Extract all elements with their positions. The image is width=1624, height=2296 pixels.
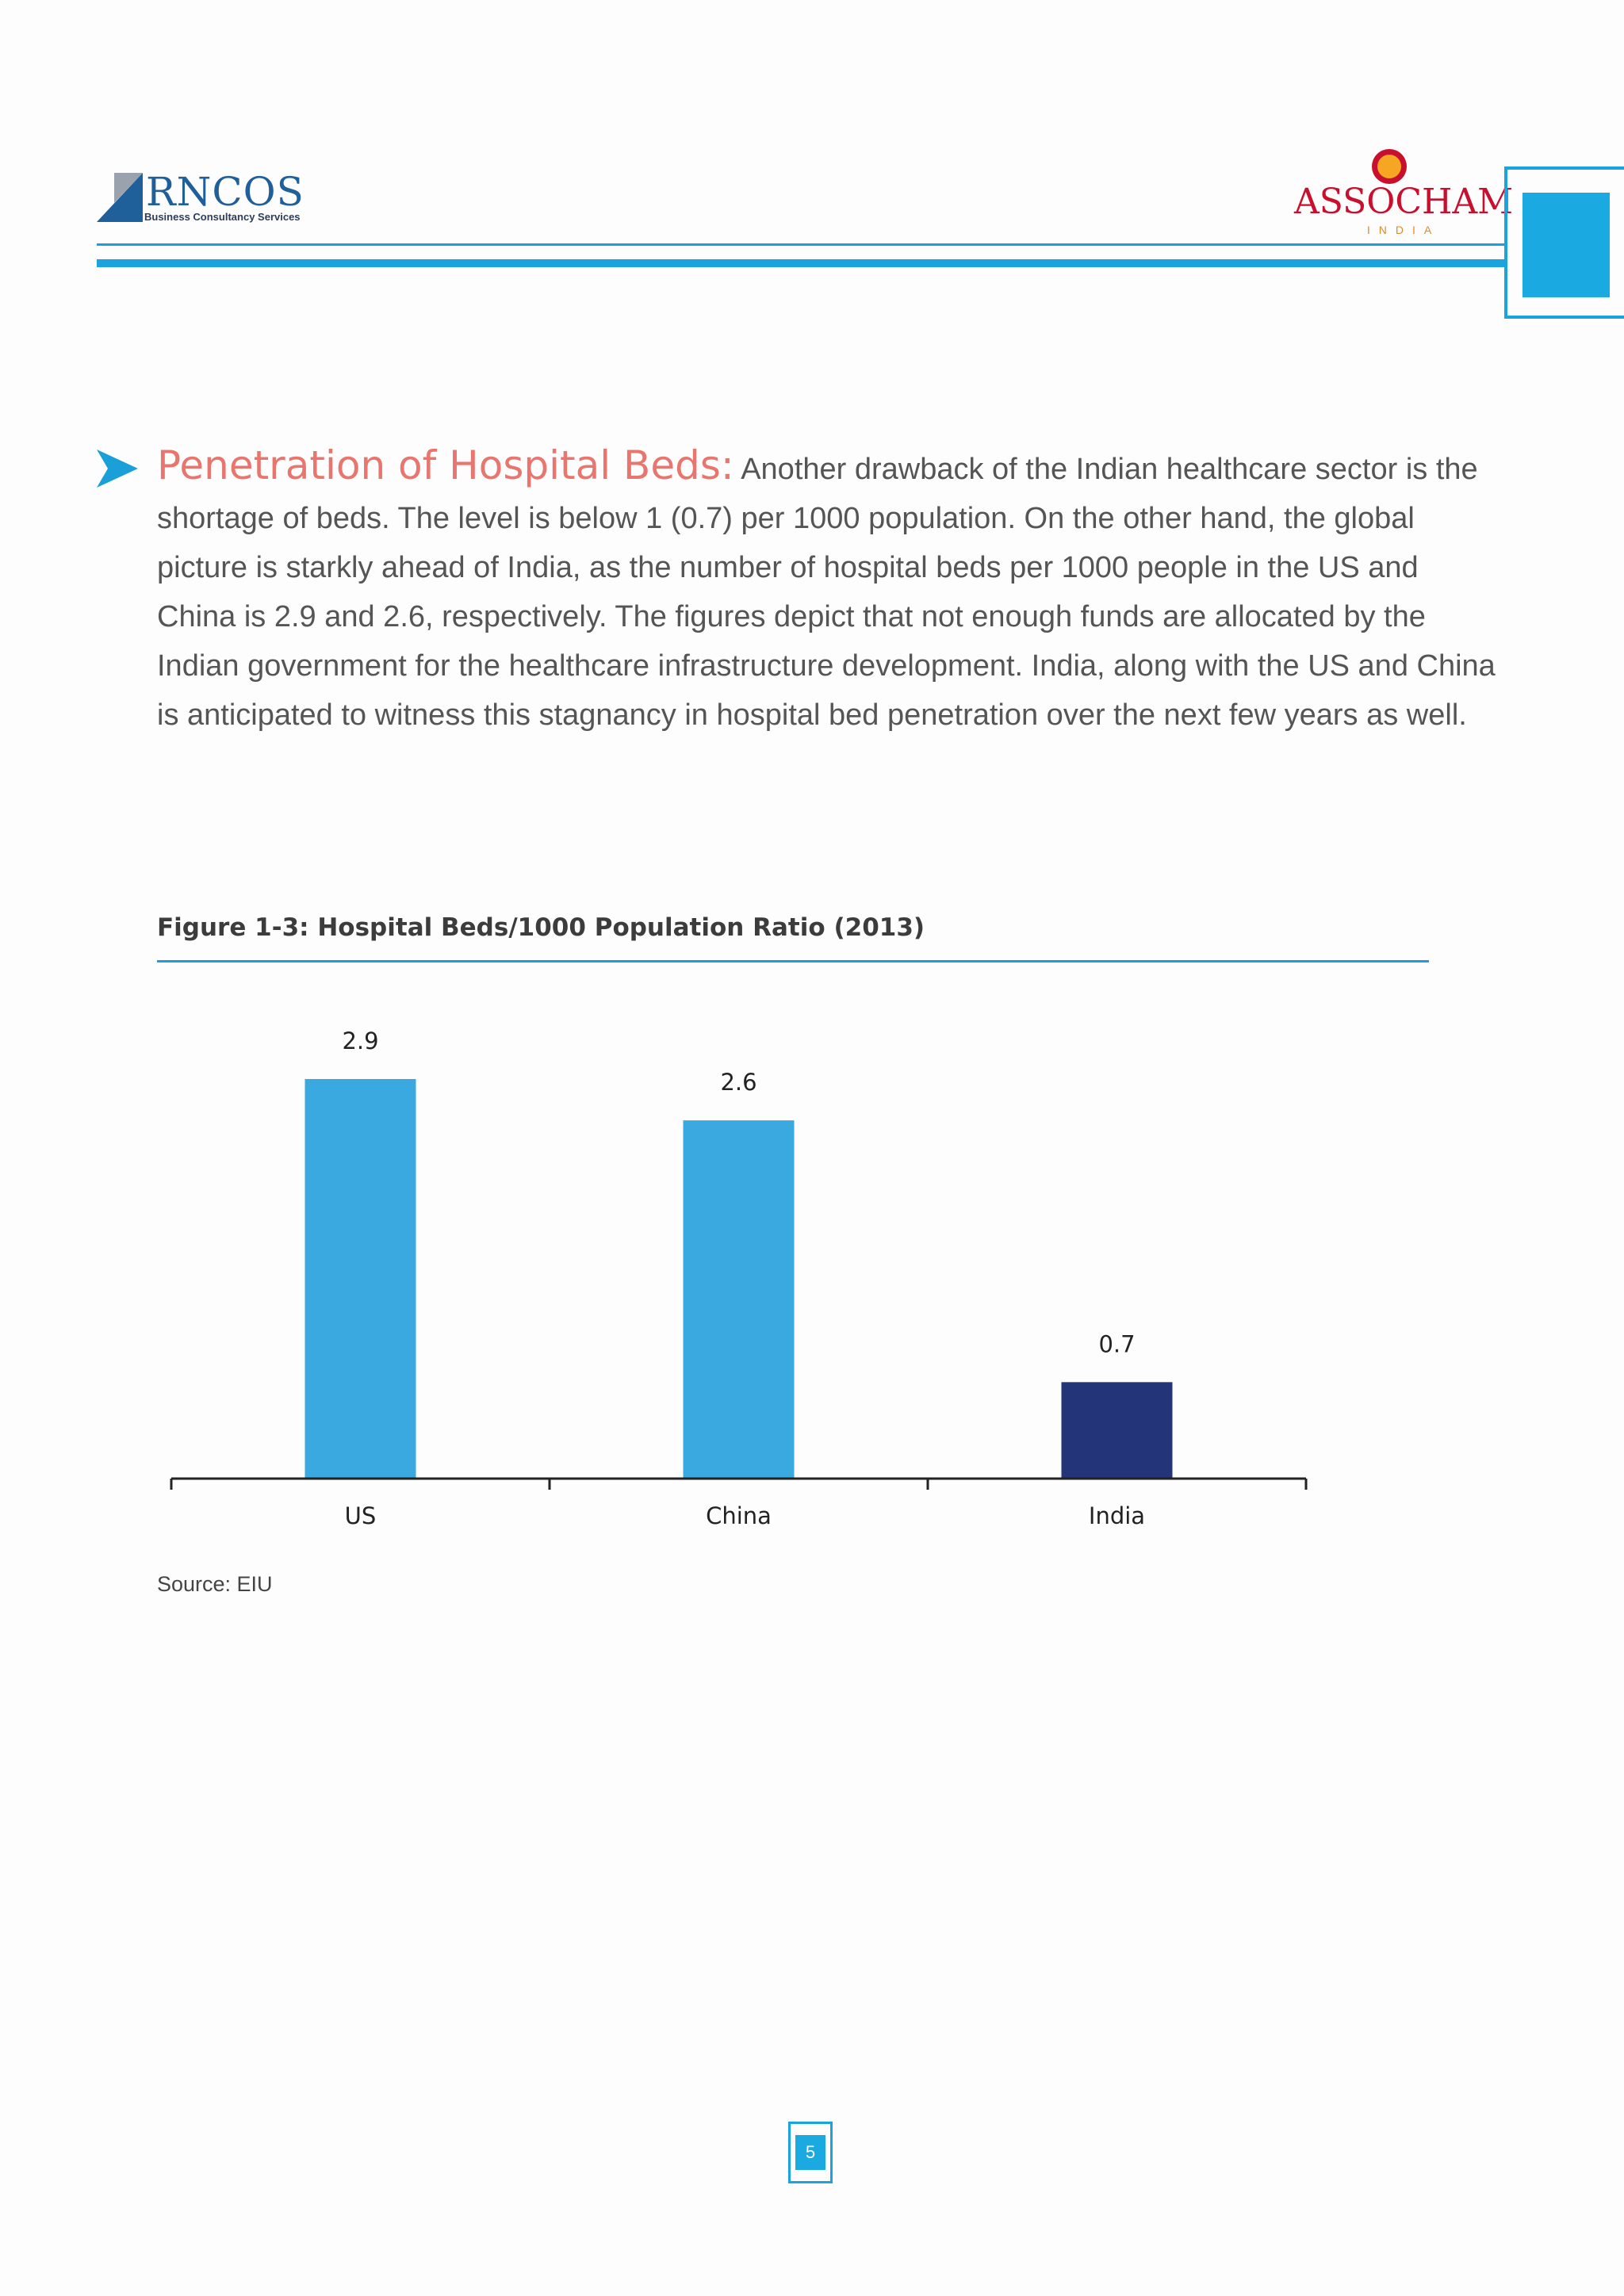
data-label-china: 2.6: [720, 1069, 756, 1096]
rncos-logo-name: RNCOS: [146, 169, 304, 215]
corner-frame: [1504, 166, 1624, 319]
rncos-logo-tagline: Business Consultancy Services: [144, 211, 301, 223]
data-label-india: 0.7: [1098, 1330, 1135, 1357]
rncos-logo-mark-icon: [97, 173, 143, 222]
bar-china: [683, 1120, 795, 1479]
bar-chart: 2.9 US 2.6 China 0.7 India: [170, 1027, 1308, 1529]
bullet-arrow-icon: [97, 450, 138, 488]
section-paragraph: Penetration of Hospital Beds: Another dr…: [157, 441, 1505, 740]
assocham-logo-name: ASSOCHAM: [1294, 182, 1514, 222]
section-body-text: Another drawback of the Indian healthcar…: [157, 453, 1496, 732]
header-rule-thick: [97, 259, 1507, 267]
bar-us: [304, 1079, 416, 1479]
assocham-logo: ASSOCHAM INDIA: [1269, 144, 1513, 239]
page-number: 5: [795, 2135, 825, 2170]
assocham-logo-subtitle: INDIA: [1366, 224, 1441, 236]
section-heading: Penetration of Hospital Beds:: [157, 442, 734, 488]
tick-label-india: India: [1089, 1502, 1145, 1529]
page-number-frame: 5: [788, 2122, 833, 2183]
figure-title: Figure 1-3: Hospital Beds/1000 Populatio…: [157, 913, 925, 942]
tick-label-china: China: [706, 1502, 772, 1529]
figure-title-rule: [157, 960, 1429, 962]
source-note: Source: EIU: [157, 1572, 273, 1596]
assocham-sun-icon: [1372, 149, 1407, 184]
header-rule-thin: [97, 243, 1507, 246]
tick-label-us: US: [345, 1502, 377, 1529]
data-label-us: 2.9: [342, 1027, 378, 1054]
corner-block: [1522, 193, 1610, 297]
bar-india: [1061, 1382, 1173, 1479]
rncos-logo: RNCOS Business Consultancy Services: [97, 169, 335, 228]
